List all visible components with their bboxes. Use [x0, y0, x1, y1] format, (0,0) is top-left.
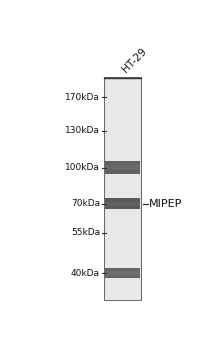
- Bar: [106, 202, 139, 205]
- Text: 40kDa: 40kDa: [71, 268, 100, 278]
- Text: 70kDa: 70kDa: [71, 199, 100, 208]
- Bar: [105, 198, 140, 209]
- Text: 55kDa: 55kDa: [71, 229, 100, 237]
- Text: MIPEP: MIPEP: [149, 199, 182, 209]
- Bar: [105, 161, 140, 174]
- Text: HT-29: HT-29: [120, 46, 148, 74]
- Bar: [106, 271, 139, 275]
- Text: 170kDa: 170kDa: [65, 93, 100, 102]
- Bar: [106, 165, 139, 170]
- Text: 100kDa: 100kDa: [65, 163, 100, 172]
- Bar: [104, 77, 141, 300]
- Text: 130kDa: 130kDa: [65, 126, 100, 135]
- Bar: [105, 268, 140, 278]
